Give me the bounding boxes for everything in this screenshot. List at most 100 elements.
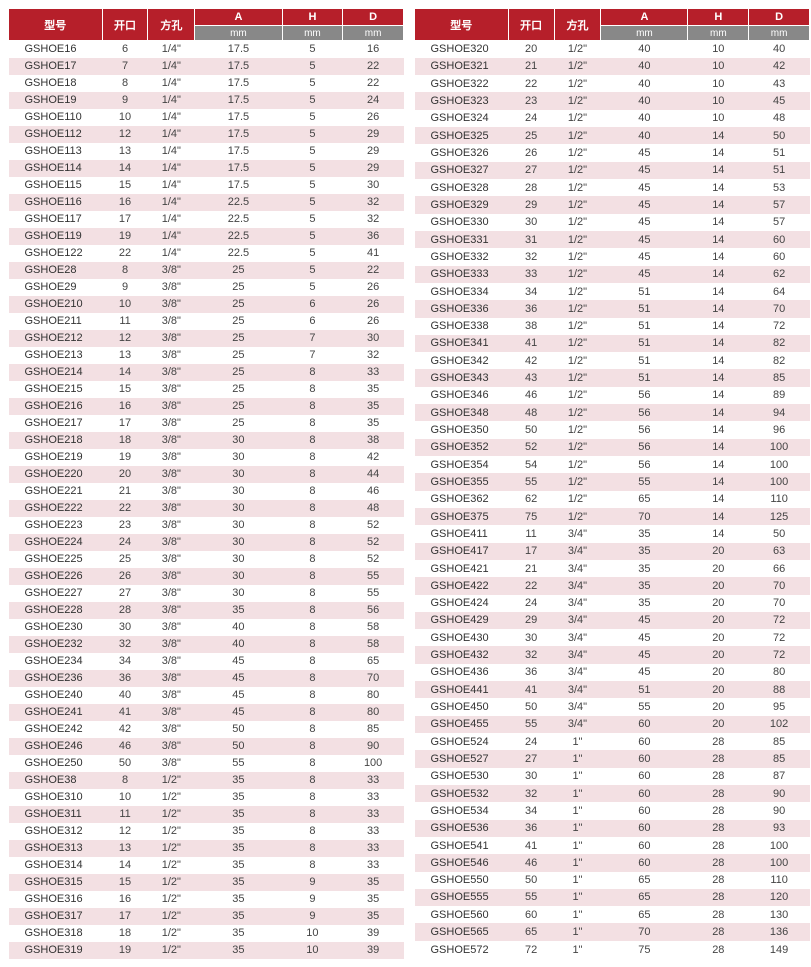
cell: GSHOE119 xyxy=(9,228,103,245)
cell: 22 xyxy=(102,500,148,517)
cell: GSHOE250 xyxy=(9,755,103,772)
cell: 8 xyxy=(282,415,343,432)
cell: 51 xyxy=(601,352,688,369)
table-row: GSHOE336361/2"511470 xyxy=(415,300,810,317)
table-row: GSHOE341411/2"511482 xyxy=(415,335,810,352)
cell: 35 xyxy=(195,908,282,925)
cell: 8 xyxy=(282,381,343,398)
cell: 1/2" xyxy=(554,214,601,231)
cell: 1/2" xyxy=(554,162,601,179)
cell: 1/4" xyxy=(148,41,195,58)
cell: 58 xyxy=(343,619,404,636)
cell: GSHOE218 xyxy=(9,432,103,449)
cell: 40 xyxy=(601,92,688,109)
cell: 21 xyxy=(102,483,148,500)
cell: 3/8" xyxy=(148,619,195,636)
cell: GSHOE38 xyxy=(9,772,103,789)
cell: 5 xyxy=(282,143,343,160)
cell: 43 xyxy=(508,369,554,386)
cell: 1/2" xyxy=(554,404,601,421)
cell: 30 xyxy=(195,449,282,466)
cell: 100 xyxy=(749,837,810,854)
cell: GSHOE210 xyxy=(9,296,103,313)
cell: 25 xyxy=(102,551,148,568)
cell: 10 xyxy=(688,110,749,127)
cell: GSHOE424 xyxy=(415,595,509,612)
cell: 26 xyxy=(343,313,404,330)
cell: GSHOE240 xyxy=(9,687,103,704)
cell: 8 xyxy=(282,432,343,449)
table-row: GSHOE241413/8"45880 xyxy=(9,704,404,721)
cell: 5 xyxy=(282,211,343,228)
cell: 45 xyxy=(601,196,688,213)
left-table: 型号 开口 方孔 A H D mm mm mm GSHOE1661/4"17.5… xyxy=(8,8,404,959)
cell: 14 xyxy=(688,196,749,213)
cell: 22.5 xyxy=(195,228,282,245)
cell: 19 xyxy=(102,228,148,245)
table-row: GSHOE530301"602887 xyxy=(415,768,810,785)
cell: GSHOE234 xyxy=(9,653,103,670)
cell: 12 xyxy=(102,823,148,840)
cell: 14 xyxy=(102,364,148,381)
cell: 57 xyxy=(749,214,810,231)
cell: 14 xyxy=(688,179,749,196)
cell: 51 xyxy=(749,144,810,161)
cell: 14 xyxy=(688,231,749,248)
cell: GSHOE313 xyxy=(9,840,103,857)
cell: 14 xyxy=(688,335,749,352)
cell: 1/4" xyxy=(148,126,195,143)
table-row: GSHOE555551"6528120 xyxy=(415,889,810,906)
cell: 14 xyxy=(688,266,749,283)
table-row: GSHOE113131/4"17.5529 xyxy=(9,143,404,160)
cell: 3/4" xyxy=(554,595,601,612)
cell: 8 xyxy=(102,772,148,789)
cell: 14 xyxy=(688,214,749,231)
cell: GSHOE213 xyxy=(9,347,103,364)
cell: 35 xyxy=(343,908,404,925)
cell: 50 xyxy=(195,721,282,738)
cell: 3/8" xyxy=(148,738,195,755)
table-row: GSHOE565651"7028136 xyxy=(415,923,810,940)
cell: 22 xyxy=(508,75,554,92)
cell: 8 xyxy=(282,806,343,823)
cell: 1/2" xyxy=(554,491,601,508)
cell: GSHOE327 xyxy=(415,162,509,179)
cell: 9 xyxy=(102,279,148,296)
cell: 41 xyxy=(508,681,554,698)
cell: 35 xyxy=(195,789,282,806)
cell: 34 xyxy=(508,283,554,300)
cell: GSHOE432 xyxy=(415,646,509,663)
cell: 72 xyxy=(749,318,810,335)
cell: 5 xyxy=(282,194,343,211)
table-row: GSHOE318181/2"351039 xyxy=(9,925,404,942)
cell: 3/8" xyxy=(148,517,195,534)
cell: 29 xyxy=(343,160,404,177)
cell: 56 xyxy=(601,404,688,421)
cell: 5 xyxy=(282,279,343,296)
cell: 28 xyxy=(688,802,749,819)
cell: 8 xyxy=(282,619,343,636)
cell: 1/2" xyxy=(148,840,195,857)
cell: 90 xyxy=(343,738,404,755)
cell: 3/8" xyxy=(148,500,195,517)
cell: GSHOE242 xyxy=(9,721,103,738)
cell: 50 xyxy=(195,738,282,755)
table-row: GSHOE527271"602885 xyxy=(415,750,810,767)
cell: 3/8" xyxy=(148,721,195,738)
table-row: GSHOE422223/4"352070 xyxy=(415,577,810,594)
cell: 8 xyxy=(282,721,343,738)
th-square: 方孔 xyxy=(554,9,601,41)
cell: 3/8" xyxy=(148,568,195,585)
cell: 13 xyxy=(102,840,148,857)
cell: 35 xyxy=(343,415,404,432)
cell: GSHOE16 xyxy=(9,41,103,58)
cell: 60 xyxy=(749,231,810,248)
cell: 3/8" xyxy=(148,551,195,568)
cell: 1/2" xyxy=(554,335,601,352)
cell: 3/4" xyxy=(554,577,601,594)
cell: 8 xyxy=(282,704,343,721)
cell: 29 xyxy=(508,196,554,213)
cell: 1/2" xyxy=(554,352,601,369)
cell: 11 xyxy=(508,525,554,542)
cell: 45 xyxy=(601,179,688,196)
